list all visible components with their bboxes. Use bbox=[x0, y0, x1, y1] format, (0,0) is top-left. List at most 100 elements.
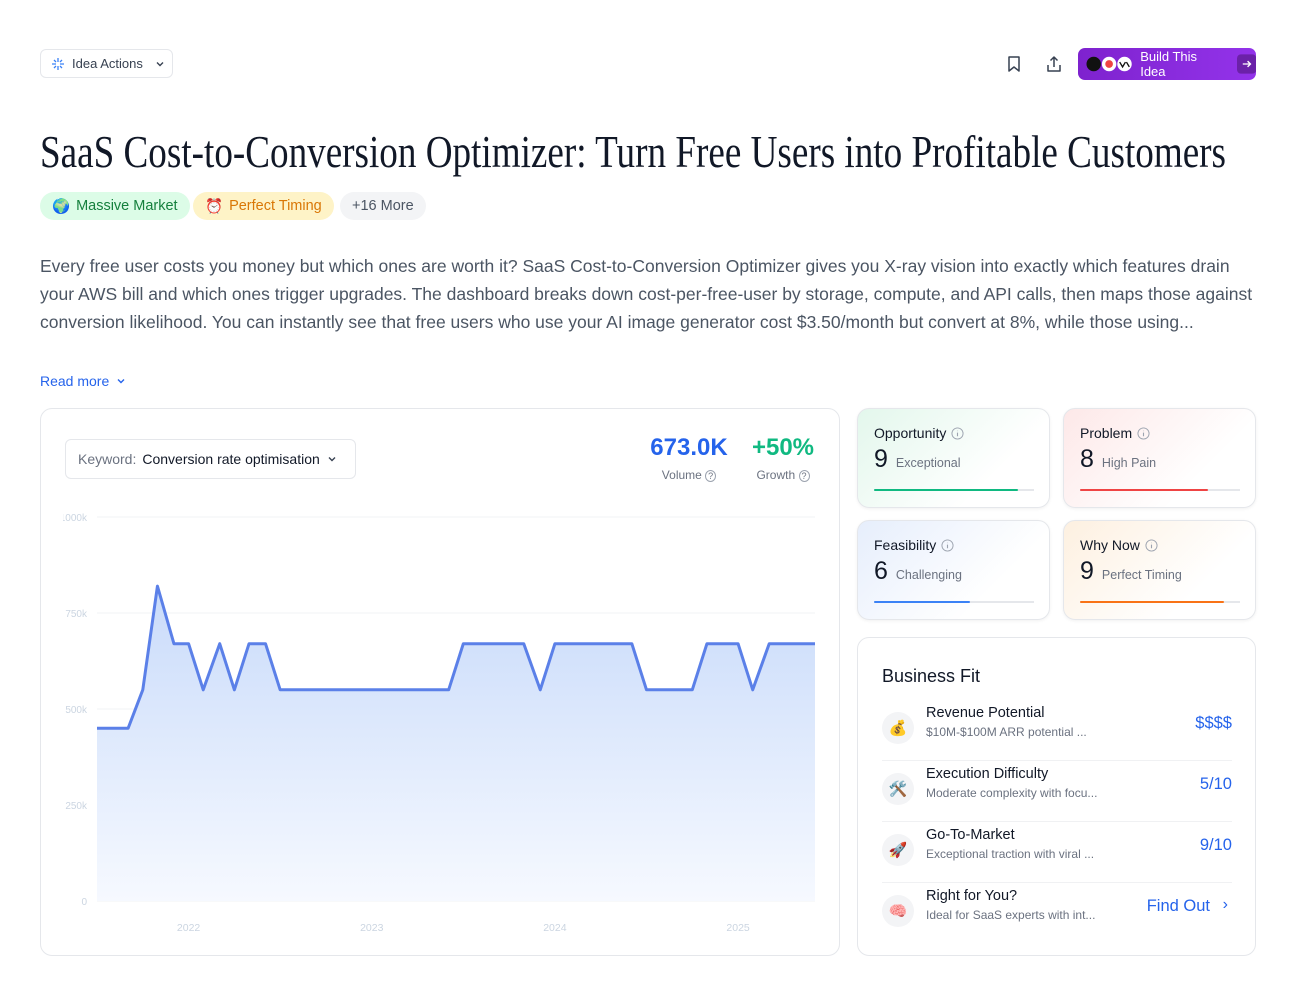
fit-description: Moderate complexity with focu... bbox=[926, 786, 1098, 800]
fit-icon: 🧠 bbox=[882, 895, 914, 927]
build-button[interactable]: Build This Idea bbox=[1078, 48, 1256, 80]
info-icon bbox=[1137, 426, 1150, 440]
chevron: › bbox=[1222, 896, 1228, 913]
stat-label-text: Growth bbox=[756, 468, 796, 482]
score-name: Opportunity bbox=[874, 425, 1033, 441]
y-tick-label: 750k bbox=[65, 609, 88, 620]
score-track bbox=[1080, 601, 1240, 603]
fit-description: $10M-$100M ARR potential ... bbox=[926, 725, 1087, 739]
build-button-label: Build This Idea bbox=[1140, 49, 1198, 79]
keyword-select[interactable]: Keyword: Conversion rate optimisation bbox=[65, 439, 356, 479]
score-label: High Pain bbox=[1101, 456, 1157, 470]
business-fit-title: Business Fit bbox=[882, 666, 981, 686]
stat-volume: 673.0K Volume ? bbox=[640, 434, 738, 482]
score-name: Problem bbox=[1080, 425, 1239, 441]
info-icon bbox=[1145, 538, 1158, 552]
info-icon bbox=[951, 426, 964, 440]
x-tick-label: 2025 bbox=[726, 922, 750, 934]
tag-label: Massive Market bbox=[76, 198, 178, 214]
stat-growth: +50% Growth ? bbox=[740, 434, 826, 482]
fit-icon: 🛠️ bbox=[882, 773, 914, 805]
y-tick-label: 0 bbox=[81, 897, 87, 908]
arrow-icon bbox=[1236, 54, 1256, 74]
score-label: Exceptional bbox=[895, 456, 961, 470]
read-more[interactable]: Read more bbox=[40, 373, 127, 389]
score-bar bbox=[1080, 601, 1224, 603]
read-more-label: Read more bbox=[40, 373, 110, 389]
fit-description: Exceptional traction with viral ... bbox=[926, 847, 1095, 861]
chevron bbox=[328, 457, 336, 462]
score-row: 6 Challenging bbox=[874, 557, 1033, 586]
y-tick-label: 250k bbox=[65, 801, 88, 812]
score-track bbox=[1080, 489, 1240, 491]
score-value: 9 bbox=[1080, 557, 1094, 585]
help-icon: ? bbox=[798, 470, 810, 482]
sparkle-icon bbox=[52, 57, 64, 70]
tag-label: Perfect Timing bbox=[229, 198, 322, 214]
score-value: 9 bbox=[874, 445, 888, 473]
fit-row[interactable]: 🧠 Right for You? Ideal for SaaS experts wi… bbox=[882, 884, 1232, 944]
x-tick-label: 2024 bbox=[543, 922, 567, 934]
fit-icon: 🚀 bbox=[882, 834, 914, 866]
keyword-label: Keyword: bbox=[78, 451, 137, 467]
score-title: Feasibility bbox=[874, 537, 937, 553]
x-tick-label: 2022 bbox=[177, 922, 201, 934]
fit-title: Revenue Potential bbox=[926, 705, 1045, 721]
score-card[interactable]: Why Now 9 Perfect Timing bbox=[1063, 520, 1256, 620]
score-value: 8 bbox=[1080, 445, 1094, 473]
fit-row[interactable]: 💰 Revenue Potential $10M-$100M ARR potenti… bbox=[882, 701, 1232, 761]
tag-icon: 🌍 bbox=[52, 198, 71, 215]
score-title: Why Now bbox=[1080, 537, 1140, 553]
more-tags[interactable]: +16 More bbox=[340, 192, 426, 220]
fit-row[interactable]: 🛠️ Execution Difficulty Moderate complexit… bbox=[882, 762, 1232, 822]
stat-label: Volume ? bbox=[640, 468, 738, 482]
score-label: Challenging bbox=[895, 568, 962, 582]
stat-value: 673.0K bbox=[650, 434, 728, 461]
partner-logos bbox=[1086, 56, 1132, 72]
stat-value: +50% bbox=[751, 434, 815, 461]
score-card[interactable]: Opportunity 9 Exceptional bbox=[857, 408, 1050, 508]
chart-card bbox=[40, 408, 840, 956]
line bbox=[97, 584, 815, 730]
fit-icon: 💰 bbox=[882, 712, 914, 744]
bookmark-button[interactable] bbox=[1004, 54, 1024, 74]
score-title: Opportunity bbox=[874, 425, 947, 441]
y-tick-label: 1000k bbox=[63, 513, 88, 524]
y-tick-label: 500k bbox=[65, 705, 88, 716]
fit-row[interactable]: 🚀 Go-To-Market Exceptional traction with v… bbox=[882, 823, 1232, 883]
chevron bbox=[117, 379, 125, 384]
share-button[interactable] bbox=[1044, 54, 1064, 74]
title-box: SaaS Cost-to-Conversion Optimizer: Turn … bbox=[40, 126, 1226, 177]
fit-title: Go-To-Market bbox=[926, 827, 1015, 843]
page-title: SaaS Cost-to-Conversion Optimizer: Turn … bbox=[40, 126, 1226, 177]
tag[interactable]: 🌍 Massive Market bbox=[40, 192, 190, 220]
description: Every free user costs you money but whic… bbox=[40, 256, 1253, 332]
score-track bbox=[874, 601, 1034, 603]
tag[interactable]: ⏰ Perfect Timing bbox=[193, 192, 334, 220]
tag-icon: ⏰ bbox=[205, 198, 224, 215]
score-row: 8 High Pain bbox=[1080, 445, 1239, 474]
keyword-value: Conversion rate optimisation bbox=[142, 451, 320, 467]
stat-label: Growth ? bbox=[740, 468, 826, 482]
idea-actions-button[interactable]: Idea Actions bbox=[40, 49, 173, 78]
score-value: 6 bbox=[874, 557, 888, 585]
score-card[interactable]: Feasibility 6 Challenging bbox=[857, 520, 1050, 620]
area bbox=[97, 586, 815, 901]
chevron bbox=[156, 61, 164, 66]
score-title: Problem bbox=[1080, 425, 1133, 441]
fit-value: Find Out bbox=[1146, 897, 1210, 915]
idea-actions-label: Idea Actions bbox=[72, 56, 143, 71]
score-label: Perfect Timing bbox=[1101, 568, 1182, 582]
stat-label-text: Volume bbox=[661, 468, 702, 482]
score-track bbox=[874, 489, 1034, 491]
info-icon bbox=[941, 538, 954, 552]
fit-value: 5/10 bbox=[1199, 775, 1232, 793]
score-bar bbox=[874, 601, 970, 603]
score-name: Why Now bbox=[1080, 537, 1239, 553]
fit-description: Ideal for SaaS experts with int... bbox=[926, 908, 1096, 922]
score-card[interactable]: Problem 8 High Pain bbox=[1063, 408, 1256, 508]
business-fit-card: Business Fit 💰 Revenue Potential $10M-$100… bbox=[857, 637, 1256, 956]
x-tick-label: 2023 bbox=[360, 922, 384, 934]
